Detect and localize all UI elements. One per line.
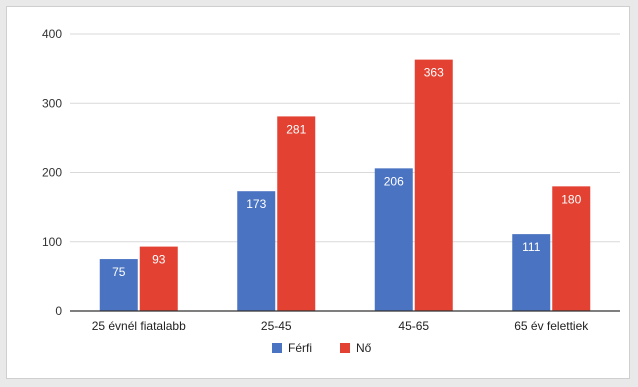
y-tick-label: 400 [42,27,62,41]
legend: Férfi Nő [272,341,372,355]
x-tick-label: 25 évnél fiatalabb [92,319,186,333]
data-label: 93 [152,253,166,267]
bar-ferfi [512,234,551,311]
data-label: 180 [561,192,581,206]
y-tick-label: 100 [42,235,62,249]
legend-swatch-ferfi [272,343,282,353]
data-labels: 75 93 173 281 206 363 111 180 [112,66,582,279]
y-tick-label: 300 [42,96,62,110]
data-label: 206 [384,174,404,188]
chart-frame [6,6,630,379]
x-tick-label: 45-65 [398,319,429,333]
x-tick-label: 25-45 [261,319,292,333]
bar-ferfi [374,168,413,311]
legend-swatch-no [340,343,350,353]
axes: 0 100 200 300 400 25 évnél fiatalabb 25-45 45-6… [42,27,620,333]
data-label: 75 [112,265,126,279]
data-label: 281 [286,122,306,136]
bar-no [139,246,178,311]
bar-no [414,59,453,312]
y-tick-label: 0 [55,304,62,318]
bar-no [552,186,591,311]
gridlines [70,33,620,243]
data-label: 111 [522,240,541,254]
legend-label-ferfi: Férfi [288,341,312,355]
data-label: 173 [246,197,266,211]
bars [99,59,591,312]
y-tick-label: 200 [42,166,62,180]
x-tick-label: 65 év felettiek [514,319,589,333]
data-label: 363 [424,66,444,80]
legend-label-no: Nő [356,341,372,355]
bar-ferfi [237,191,276,311]
bar-ferfi [99,259,138,311]
bar-no [277,116,316,311]
